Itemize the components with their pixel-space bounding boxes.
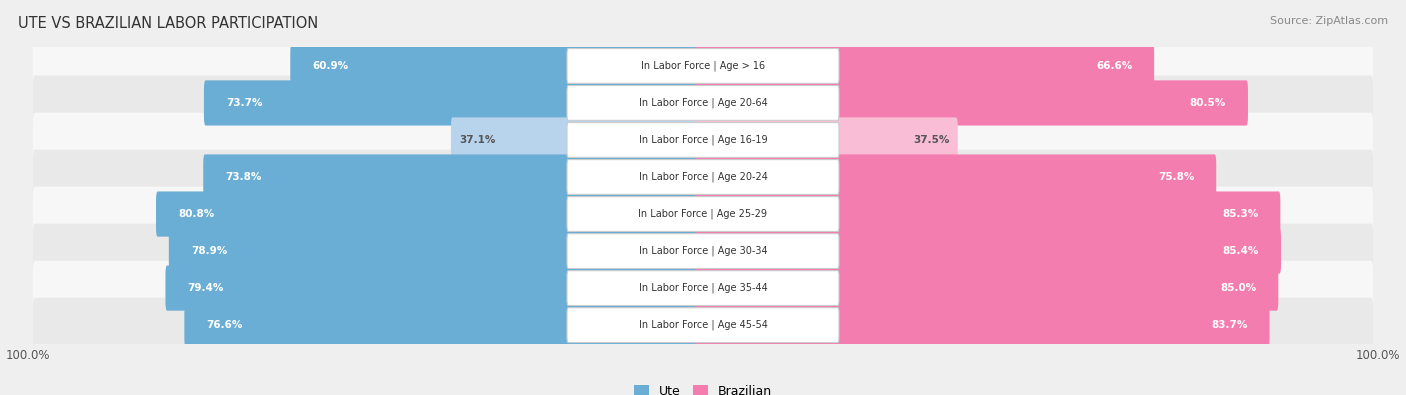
FancyBboxPatch shape	[696, 53, 710, 79]
FancyBboxPatch shape	[567, 160, 839, 194]
FancyBboxPatch shape	[32, 75, 1374, 130]
Text: 80.8%: 80.8%	[179, 209, 214, 219]
FancyBboxPatch shape	[156, 192, 711, 237]
FancyBboxPatch shape	[451, 117, 711, 163]
Text: 85.0%: 85.0%	[1220, 283, 1257, 293]
FancyBboxPatch shape	[696, 238, 710, 264]
FancyBboxPatch shape	[204, 154, 711, 199]
FancyBboxPatch shape	[696, 127, 710, 153]
FancyBboxPatch shape	[696, 201, 710, 228]
FancyBboxPatch shape	[696, 127, 710, 153]
FancyBboxPatch shape	[695, 265, 1278, 311]
FancyBboxPatch shape	[695, 43, 1154, 88]
FancyBboxPatch shape	[696, 53, 710, 79]
FancyBboxPatch shape	[696, 312, 710, 339]
Text: 75.8%: 75.8%	[1159, 172, 1194, 182]
Text: In Labor Force | Age 20-24: In Labor Force | Age 20-24	[638, 172, 768, 182]
FancyBboxPatch shape	[696, 164, 710, 190]
Text: 73.7%: 73.7%	[226, 98, 263, 108]
Text: 80.5%: 80.5%	[1189, 98, 1226, 108]
FancyBboxPatch shape	[32, 39, 1374, 93]
Legend: Ute, Brazilian: Ute, Brazilian	[628, 380, 778, 395]
FancyBboxPatch shape	[696, 164, 710, 190]
FancyBboxPatch shape	[567, 308, 839, 342]
FancyBboxPatch shape	[695, 154, 1216, 199]
Text: 73.8%: 73.8%	[225, 172, 262, 182]
FancyBboxPatch shape	[32, 150, 1374, 205]
FancyBboxPatch shape	[32, 224, 1374, 278]
Text: UTE VS BRAZILIAN LABOR PARTICIPATION: UTE VS BRAZILIAN LABOR PARTICIPATION	[18, 16, 319, 31]
FancyBboxPatch shape	[169, 228, 711, 274]
FancyBboxPatch shape	[696, 275, 710, 301]
FancyBboxPatch shape	[567, 49, 839, 83]
FancyBboxPatch shape	[204, 80, 711, 126]
Text: 85.3%: 85.3%	[1222, 209, 1258, 219]
Text: 78.9%: 78.9%	[191, 246, 226, 256]
FancyBboxPatch shape	[696, 275, 710, 301]
FancyBboxPatch shape	[567, 234, 839, 269]
FancyBboxPatch shape	[696, 90, 710, 116]
FancyBboxPatch shape	[696, 238, 710, 264]
Text: In Labor Force | Age 35-44: In Labor Force | Age 35-44	[638, 283, 768, 293]
FancyBboxPatch shape	[695, 192, 1281, 237]
FancyBboxPatch shape	[32, 186, 1374, 241]
Text: 85.4%: 85.4%	[1223, 246, 1260, 256]
FancyBboxPatch shape	[567, 86, 839, 120]
FancyBboxPatch shape	[567, 197, 839, 231]
Text: 79.4%: 79.4%	[187, 283, 224, 293]
Text: In Labor Force | Age > 16: In Labor Force | Age > 16	[641, 61, 765, 71]
Text: In Labor Force | Age 20-64: In Labor Force | Age 20-64	[638, 98, 768, 108]
Text: In Labor Force | Age 16-19: In Labor Force | Age 16-19	[638, 135, 768, 145]
Text: 66.6%: 66.6%	[1095, 61, 1132, 71]
Text: 37.5%: 37.5%	[912, 135, 949, 145]
Text: 76.6%: 76.6%	[207, 320, 243, 330]
FancyBboxPatch shape	[567, 271, 839, 305]
Text: 83.7%: 83.7%	[1211, 320, 1247, 330]
Text: 60.9%: 60.9%	[312, 61, 349, 71]
Text: 37.1%: 37.1%	[460, 135, 496, 145]
FancyBboxPatch shape	[695, 228, 1281, 274]
FancyBboxPatch shape	[695, 80, 1249, 126]
FancyBboxPatch shape	[696, 201, 710, 228]
FancyBboxPatch shape	[166, 265, 711, 311]
FancyBboxPatch shape	[290, 43, 711, 88]
FancyBboxPatch shape	[696, 90, 710, 116]
Text: In Labor Force | Age 30-34: In Labor Force | Age 30-34	[638, 246, 768, 256]
FancyBboxPatch shape	[32, 261, 1374, 316]
Text: In Labor Force | Age 45-54: In Labor Force | Age 45-54	[638, 320, 768, 330]
FancyBboxPatch shape	[695, 303, 1270, 348]
FancyBboxPatch shape	[184, 303, 711, 348]
FancyBboxPatch shape	[696, 312, 710, 339]
FancyBboxPatch shape	[32, 298, 1374, 353]
FancyBboxPatch shape	[567, 122, 839, 157]
FancyBboxPatch shape	[32, 113, 1374, 167]
Text: In Labor Force | Age 25-29: In Labor Force | Age 25-29	[638, 209, 768, 219]
FancyBboxPatch shape	[695, 117, 957, 163]
Text: Source: ZipAtlas.com: Source: ZipAtlas.com	[1270, 16, 1388, 26]
